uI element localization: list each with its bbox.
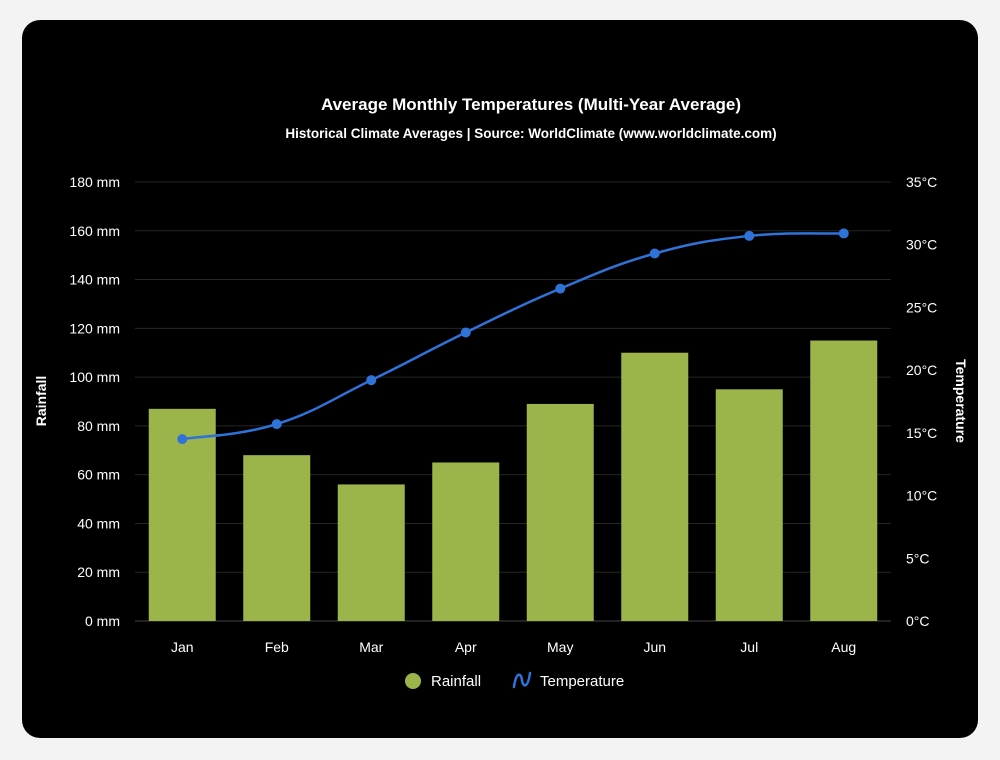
rainfall-bar bbox=[810, 340, 878, 621]
left-axis-title: Rainfall bbox=[33, 376, 49, 427]
rainfall-bars bbox=[148, 340, 878, 621]
x-tick-label: Jun bbox=[643, 639, 666, 655]
left-tick-label: 120 mm bbox=[69, 320, 120, 336]
rainfall-bar bbox=[148, 408, 216, 621]
temperature-point bbox=[366, 375, 377, 386]
temperature-point bbox=[649, 248, 660, 259]
chart-text: Average Monthly Temperatures (Multi-Year… bbox=[33, 95, 969, 655]
x-tick-label: Feb bbox=[265, 639, 289, 655]
left-tick-label: 180 mm bbox=[69, 174, 120, 190]
left-tick-label: 0 mm bbox=[85, 613, 120, 629]
temperature-line-layer bbox=[177, 228, 849, 445]
x-tick-label: May bbox=[547, 639, 573, 655]
temperature-point bbox=[460, 327, 471, 338]
x-tick-label: Apr bbox=[455, 639, 477, 655]
right-axis-title: Temperature bbox=[953, 359, 969, 443]
rainfall-bar bbox=[526, 403, 594, 621]
left-tick-label: 40 mm bbox=[77, 515, 120, 531]
left-tick-label: 160 mm bbox=[69, 223, 120, 239]
chart-card: Average Monthly Temperatures (Multi-Year… bbox=[22, 20, 978, 738]
legend-temperature-label[interactable]: Temperature bbox=[540, 673, 624, 690]
temperature-line bbox=[182, 232, 844, 441]
left-tick-label: 20 mm bbox=[77, 564, 120, 580]
legend-temperature-swatch[interactable] bbox=[512, 671, 532, 689]
legend-rainfall-label[interactable]: Rainfall bbox=[431, 673, 481, 690]
rainfall-bar bbox=[715, 389, 783, 621]
temperature-point bbox=[555, 283, 566, 294]
left-tick-label: 140 mm bbox=[69, 272, 120, 288]
rainfall-bar bbox=[243, 455, 311, 621]
right-tick-label: 15°C bbox=[906, 425, 937, 441]
right-tick-label: 10°C bbox=[906, 488, 937, 504]
left-tick-label: 100 mm bbox=[69, 369, 120, 385]
right-tick-label: 20°C bbox=[906, 362, 937, 378]
rainfall-bar bbox=[337, 484, 405, 621]
x-tick-label: Jan bbox=[171, 639, 194, 655]
x-tick-label: Mar bbox=[359, 639, 383, 655]
x-tick-label: Aug bbox=[831, 639, 856, 655]
right-tick-label: 0°C bbox=[906, 613, 930, 629]
temperature-point bbox=[744, 230, 755, 241]
temperature-point bbox=[177, 434, 188, 445]
right-tick-label: 5°C bbox=[906, 550, 930, 566]
legend: Rainfall Temperature bbox=[405, 671, 624, 690]
temperature-point bbox=[838, 228, 849, 239]
right-tick-label: 25°C bbox=[906, 299, 937, 315]
rainfall-bar bbox=[432, 462, 500, 621]
chart-svg: Average Monthly Temperatures (Multi-Year… bbox=[33, 95, 969, 690]
chart-title: Average Monthly Temperatures (Multi-Year… bbox=[321, 95, 741, 114]
legend-rainfall-swatch[interactable] bbox=[405, 673, 421, 689]
right-tick-label: 35°C bbox=[906, 174, 937, 190]
chart-subtitle: Historical Climate Averages | Source: Wo… bbox=[285, 126, 776, 141]
x-tick-label: Jul bbox=[740, 639, 758, 655]
rainfall-bar bbox=[621, 352, 689, 621]
right-tick-label: 30°C bbox=[906, 237, 937, 253]
left-tick-label: 80 mm bbox=[77, 418, 120, 434]
left-tick-label: 60 mm bbox=[77, 467, 120, 483]
temperature-point bbox=[271, 419, 282, 430]
